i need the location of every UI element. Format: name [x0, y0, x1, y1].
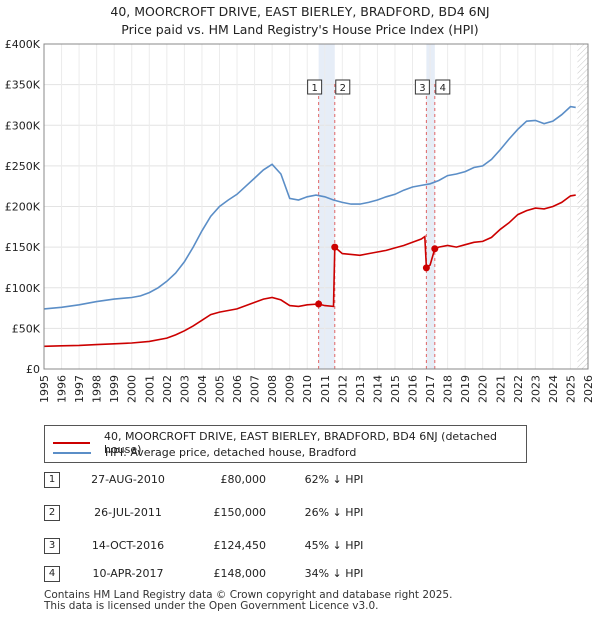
- footer-attribution: Contains HM Land Registry data © Crown c…: [44, 590, 452, 612]
- x-tick-label: 1997: [73, 375, 86, 403]
- x-tick-label: 2014: [371, 375, 384, 403]
- x-tick-label: 2020: [477, 375, 490, 403]
- sale-point: [331, 243, 339, 251]
- sale-hpi-diff: 45% ↓ HPI: [304, 539, 364, 552]
- x-tick-label: 2011: [319, 375, 332, 403]
- y-tick-label: £150K: [5, 241, 41, 254]
- sale-box: [435, 79, 451, 95]
- y-tick-label: £250K: [5, 160, 41, 173]
- price-chart: 1 2 3 4 £0 £50K £100K £150K £200K £250K £300K £350K…: [5, 38, 595, 403]
- sale-date: 27-AUG-2010: [91, 473, 165, 486]
- x-tick-label: 2009: [284, 375, 297, 403]
- legend-swatch-hpi: [53, 451, 91, 454]
- x-tick-label: 2008: [266, 375, 279, 403]
- x-tick-label: 2007: [249, 375, 262, 403]
- sale-price: £80,000: [220, 473, 267, 486]
- sale-point: [422, 264, 430, 272]
- sale-box-label: 1: [311, 83, 317, 94]
- sale-hpi-diff: 62% ↓ HPI: [304, 473, 364, 486]
- legend-label-hpi: HPI: Average price, detached house, Brad…: [105, 446, 357, 459]
- x-tick-label: 2010: [301, 375, 314, 403]
- sale-price: £124,450: [213, 539, 267, 552]
- x-tick-label: 2017: [424, 375, 437, 403]
- x-tick-label: 2018: [442, 375, 455, 403]
- sale-date: 14-OCT-2016: [91, 539, 165, 552]
- table-row: 2 26-JUL-2011 £150,000 26% ↓ HPI: [44, 505, 444, 521]
- x-tick-label: 2001: [143, 375, 156, 403]
- series-line-hpi: [43, 105, 576, 310]
- x-tick-label: 2000: [126, 375, 139, 403]
- sale-point: [431, 245, 439, 253]
- plot-frame: [43, 43, 589, 370]
- sale-marker-label: 3: [44, 538, 60, 554]
- table-row: 1 27-AUG-2010 £80,000 62% ↓ HPI: [44, 472, 444, 488]
- footer-line-licence: This data is licensed under the Open Gov…: [44, 600, 379, 612]
- legend-swatch-property: [53, 442, 90, 444]
- x-tick-label: 1999: [108, 375, 121, 403]
- legend-item-property: 40, MOORCROFT DRIVE, EAST BIERLEY, BRADF…: [53, 430, 526, 456]
- sale-point: [315, 300, 323, 308]
- sale-date: 26-JUL-2011: [94, 506, 162, 519]
- y-tick-label: £100K: [5, 282, 41, 295]
- table-row: 4 10-APR-2017 £148,000 34% ↓ HPI: [44, 566, 444, 582]
- x-tick-label: 2024: [547, 375, 560, 403]
- y-tick-label: £200K: [5, 201, 41, 214]
- x-tick-label: 2016: [407, 375, 420, 403]
- chart-legend: 40, MOORCROFT DRIVE, EAST BIERLEY, BRADF…: [44, 425, 527, 463]
- sale-marker-label: 2: [44, 505, 60, 521]
- x-tick-label: 2002: [161, 375, 174, 403]
- x-tick-label: 2006: [231, 375, 244, 403]
- x-tick-label: 2004: [196, 375, 209, 403]
- legend-item-hpi: HPI: Average price, detached house, Brad…: [53, 446, 356, 459]
- y-tick-label: £350K: [5, 79, 41, 92]
- chart-subtitle: Price paid vs. HM Land Registry's House …: [121, 22, 479, 37]
- x-tick-label: 1996: [56, 375, 69, 403]
- x-tick-label: 2019: [459, 375, 472, 403]
- y-tick-label: £50K: [12, 322, 41, 335]
- x-tick-label: 2021: [494, 375, 507, 403]
- series-line-property: [43, 194, 576, 348]
- legend-label-property: 40, MOORCROFT DRIVE, EAST BIERLEY, BRADF…: [103, 430, 498, 456]
- x-tick-label: 2015: [389, 375, 402, 403]
- sale-box-label: 4: [440, 83, 446, 94]
- sale-box: [307, 79, 323, 95]
- x-tick-label: 2013: [354, 375, 367, 403]
- sale-marker-label: 1: [44, 472, 60, 488]
- chart-title: 40, MOORCROFT DRIVE, EAST BIERLEY, BRADF…: [110, 4, 490, 19]
- sale-box: [335, 79, 351, 95]
- x-tick-label: 1995: [38, 375, 51, 403]
- sale-price: £150,000: [213, 506, 267, 519]
- sale-price: £148,000: [213, 567, 267, 580]
- sale-box-label: 2: [340, 83, 346, 94]
- y-tick-label: £0: [26, 363, 40, 376]
- table-row: 3 14-OCT-2016 £124,450 45% ↓ HPI: [44, 538, 444, 554]
- x-tick-label: 2012: [336, 375, 349, 403]
- sale-box-label: 3: [419, 83, 425, 94]
- x-tick-label: 2003: [178, 375, 191, 403]
- sale-date: 10-APR-2017: [92, 567, 164, 580]
- sale-hpi-diff: 26% ↓ HPI: [304, 506, 364, 519]
- x-tick-label: 2025: [564, 375, 577, 403]
- y-tick-label: £400K: [5, 38, 41, 51]
- x-tick-label: 2026: [582, 375, 595, 403]
- sale-marker-label: 4: [44, 566, 60, 582]
- sale-hpi-diff: 34% ↓ HPI: [304, 567, 364, 580]
- sale-box: [414, 79, 430, 95]
- x-tick-label: 2023: [529, 375, 542, 403]
- y-tick-label: £300K: [5, 119, 41, 132]
- x-tick-label: 2005: [213, 375, 226, 403]
- x-tick-label: 2022: [512, 375, 525, 403]
- footer-line-copyright: Contains HM Land Registry data © Crown c…: [44, 589, 453, 601]
- x-tick-label: 1998: [91, 375, 104, 403]
